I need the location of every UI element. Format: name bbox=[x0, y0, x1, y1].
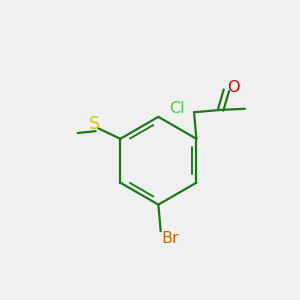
Text: Cl: Cl bbox=[169, 101, 184, 116]
Text: O: O bbox=[227, 80, 240, 95]
Text: Br: Br bbox=[161, 231, 179, 246]
Text: S: S bbox=[89, 115, 100, 133]
